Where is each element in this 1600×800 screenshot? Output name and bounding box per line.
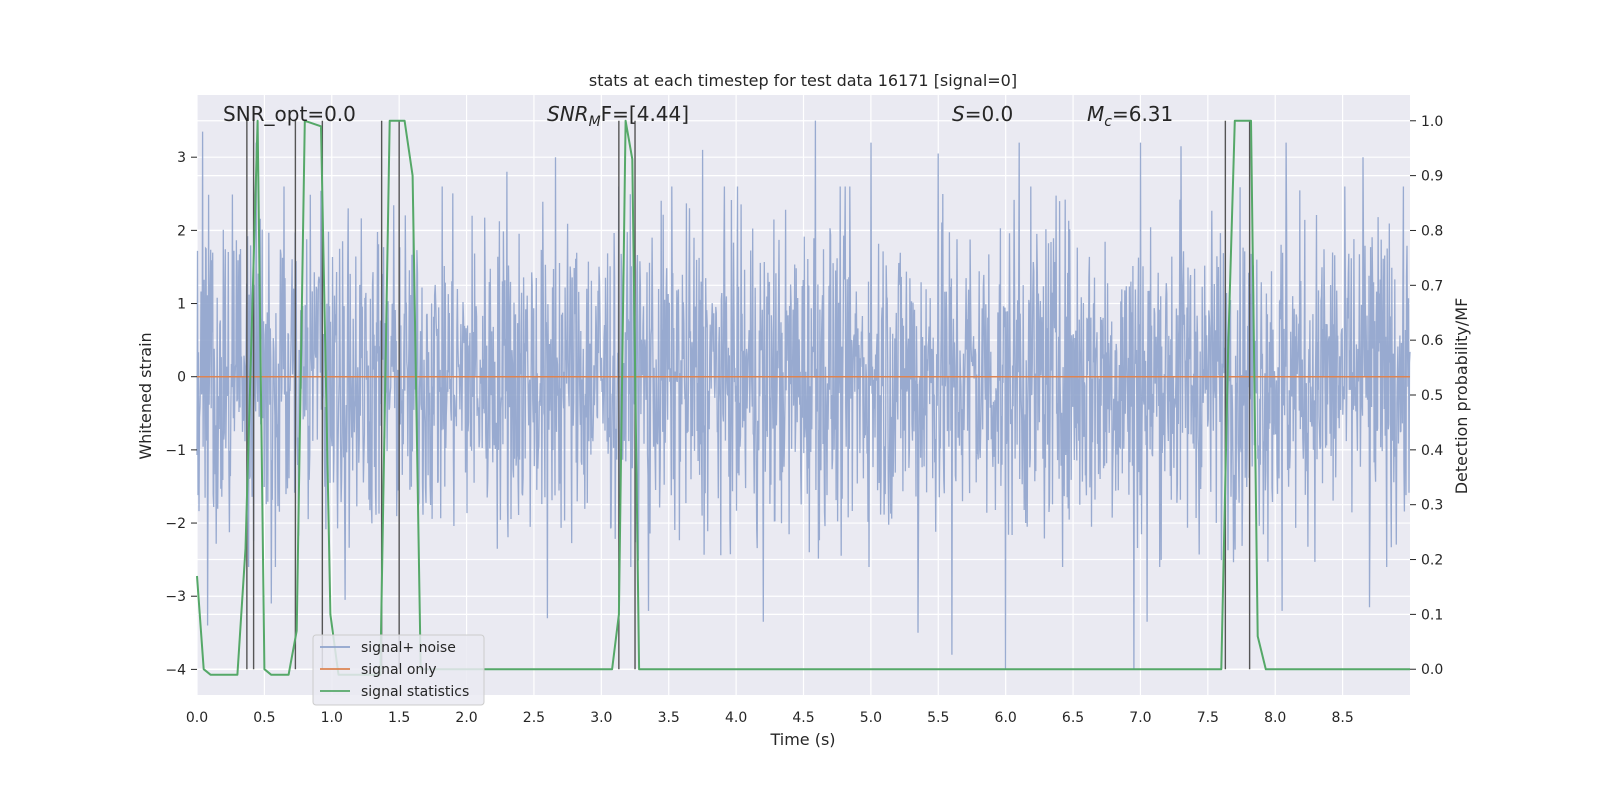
- y-left-tick-label: −1: [165, 443, 186, 459]
- x-tick-label: 3.0: [590, 710, 612, 726]
- y-left-tick-label: −3: [165, 589, 186, 605]
- x-tick-label: 1.5: [388, 710, 410, 726]
- x-tick-label: 8.5: [1331, 710, 1353, 726]
- legend-box: [312, 634, 485, 706]
- x-tick-label: 8.0: [1264, 710, 1286, 726]
- x-tick-label: 0.0: [186, 710, 208, 726]
- x-tick-label: 7.0: [1129, 710, 1151, 726]
- annotation-snr-opt: SNR_opt=0.0: [223, 102, 356, 126]
- x-axis-ticks: 0.0 0.5 1.0 1.5 2.0 2.5 3.0 3.5 4.0 4.5 5.0 5.5 6.0 6…: [186, 710, 1354, 726]
- y-right-tick-label: 1.0: [1421, 114, 1443, 130]
- x-tick-label: 7.5: [1197, 710, 1219, 726]
- x-axis-label: Time (s): [769, 730, 835, 749]
- y-right-tick-label: 0.7: [1421, 278, 1443, 294]
- y-right-tick-label: 0.4: [1421, 443, 1443, 459]
- chart-title: stats at each timestep for test data 161…: [589, 71, 1017, 90]
- y-right-tick-label: 0.9: [1421, 169, 1443, 185]
- y-right-tick-label: 0.0: [1421, 662, 1443, 678]
- y-left-tick-label: 1: [177, 297, 186, 313]
- x-tick-label: 6.5: [1062, 710, 1084, 726]
- annotation-mc: Mc=6.31: [1087, 102, 1173, 130]
- legend: signal+ noise signal only signal statist…: [312, 634, 485, 706]
- y-axis-right-label: Detection probability/MF: [1452, 298, 1471, 495]
- x-tick-label: 2.0: [455, 710, 477, 726]
- y-right-tick-label: 0.6: [1421, 333, 1443, 349]
- legend-label-signal-statistics: signal statistics: [361, 684, 469, 700]
- y-axis-right-ticks: 1.0 0.9 0.8 0.7 0.6 0.5 0.4 0.3 0.2 0.1 0.0: [1410, 114, 1443, 678]
- x-tick-label: 5.0: [860, 710, 882, 726]
- y-left-tick-label: −2: [165, 516, 186, 532]
- signal-statistics-line: [196, 119, 1410, 676]
- x-tick-label: 4.5: [792, 710, 814, 726]
- x-tick-label: 4.0: [725, 710, 747, 726]
- y-axis-left-ticks: 3 2 1 0 −1 −2 −3 −4: [165, 150, 197, 678]
- annotation-snr-mf: SNRMF=[4.44]: [547, 102, 689, 130]
- x-tick-label: 2.5: [523, 710, 545, 726]
- x-tick-label: 6.0: [995, 710, 1017, 726]
- y-right-tick-label: 0.3: [1421, 498, 1443, 514]
- y-right-tick-label: 0.8: [1421, 223, 1443, 239]
- y-axis-left-label: Whitened strain: [136, 332, 155, 459]
- y-left-tick-label: −4: [165, 662, 186, 678]
- y-right-tick-label: 0.2: [1421, 553, 1443, 569]
- y-right-tick-label: 0.5: [1421, 388, 1443, 404]
- y-left-tick-label: 2: [177, 223, 186, 239]
- series-signal-statistics: [196, 119, 1410, 676]
- y-right-tick-label: 0.1: [1421, 607, 1443, 623]
- x-tick-label: 5.5: [927, 710, 949, 726]
- x-tick-label: 0.5: [253, 710, 275, 726]
- legend-label-signal-noise: signal+ noise: [361, 640, 456, 656]
- x-tick-label: 1.0: [321, 710, 343, 726]
- y-left-tick-label: 3: [177, 150, 186, 166]
- legend-label-signal-only: signal only: [361, 662, 436, 678]
- annotation-s: S=0.0: [952, 102, 1013, 126]
- x-tick-label: 3.5: [658, 710, 680, 726]
- y-left-tick-label: 0: [177, 370, 186, 386]
